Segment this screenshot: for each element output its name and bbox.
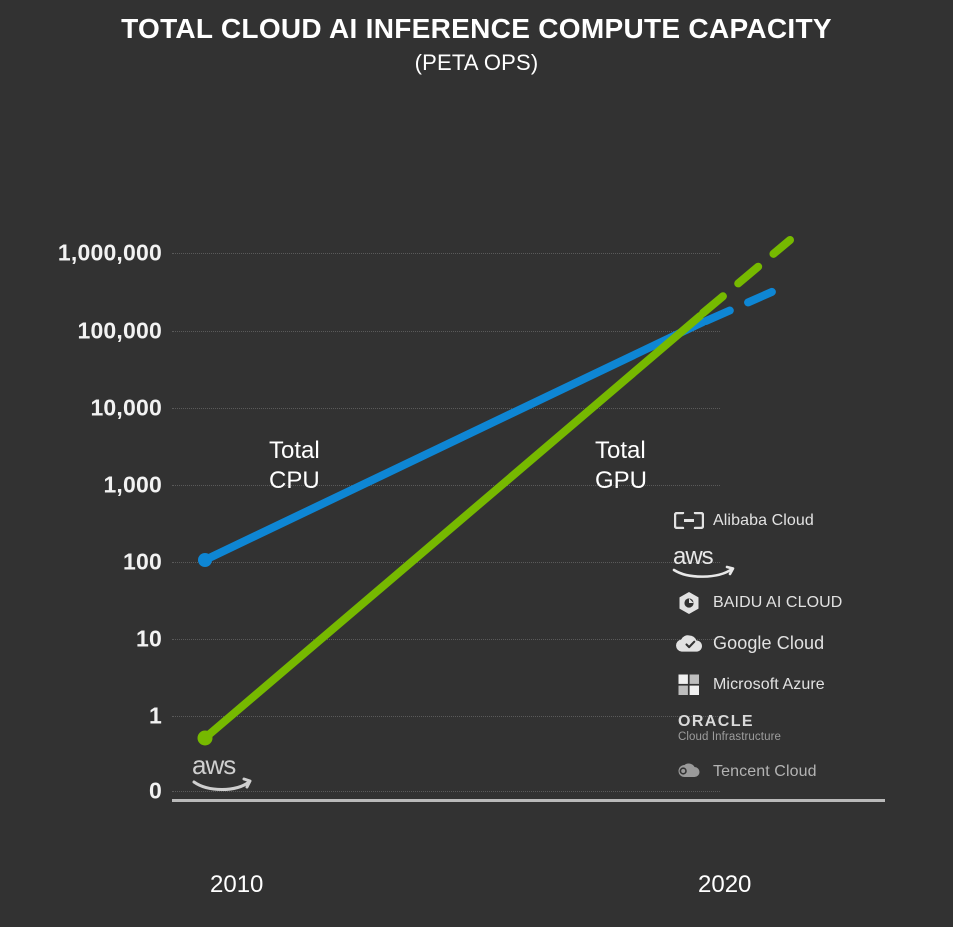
legend-item-alibaba: Alibaba Cloud	[672, 500, 942, 541]
page-subtitle: (PETA OPS)	[414, 50, 539, 75]
x-axis-line	[172, 799, 885, 802]
gridline-10	[172, 639, 720, 640]
x-tick-2020-year: 2020	[698, 871, 752, 898]
gpu-line-projection	[699, 236, 794, 317]
cpu-start-marker	[198, 553, 212, 567]
y-tick-100: 100	[123, 548, 162, 575]
legend-label-oracle: ORACLE	[678, 712, 754, 730]
gridline-0	[172, 791, 720, 792]
y-tick-1: 1	[149, 702, 162, 729]
gpu-start-marker	[197, 730, 213, 746]
cloud-provider-legend: Alibaba Cloud aws	[672, 500, 942, 792]
legend-label-google: Google Cloud	[713, 633, 825, 653]
gpu-line-solid	[201, 312, 704, 742]
y-axis-labels: 1,000,000 100,000 10,000 1,000 100 10 1 …	[0, 0, 162, 927]
legend-sublabel-oracle: Cloud Infrastructure	[678, 730, 781, 743]
series-label-gpu: Total GPU	[595, 437, 648, 494]
legend-item-oracle: ORACLE Cloud Infrastructure	[672, 705, 942, 751]
x-tick-2010: 2010 NVIDIA M2050	[210, 835, 369, 927]
cpu-line-projection	[702, 283, 787, 325]
tencent-cloud-icon	[672, 759, 706, 785]
legend-item-azure: Microsoft Azure	[672, 664, 942, 705]
series-label-cpu: Total CPU	[269, 437, 320, 494]
microsoft-azure-icon	[672, 672, 706, 698]
y-tick-10: 10	[136, 625, 162, 652]
chart-title-block: TOTAL CLOUD AI INFERENCE COMPUTE CAPACIT…	[0, 10, 953, 78]
y-tick-100000: 100,000	[77, 317, 162, 344]
x-tick-2020: 2020 NVIDIA A100	[698, 835, 838, 927]
legend-item-tencent: Tencent Cloud	[672, 751, 942, 792]
page-title: TOTAL CLOUD AI INFERENCE COMPUTE CAPACIT…	[121, 13, 832, 44]
legend-item-google: Google Cloud	[672, 623, 942, 664]
gridline-1000000	[172, 253, 720, 254]
gridline-100000	[172, 331, 720, 332]
legend-item-baidu: BAIDU AI CLOUD	[672, 582, 942, 623]
legend-label-alibaba: Alibaba Cloud	[713, 511, 814, 529]
aws-logo-axis: aws	[192, 750, 254, 799]
y-tick-1000: 1,000	[103, 471, 162, 498]
legend-item-aws: aws	[672, 541, 942, 582]
cpu-line-solid	[201, 318, 707, 564]
legend-label-tencent: Tencent Cloud	[713, 762, 817, 780]
aws-logo-icon: aws	[672, 543, 738, 579]
y-tick-10000: 10,000	[90, 394, 162, 421]
legend-label-baidu: BAIDU AI CLOUD	[713, 593, 843, 611]
y-tick-0: 0	[149, 777, 162, 804]
gridline-1000	[172, 485, 720, 486]
x-tick-2010-year: 2010	[210, 871, 264, 898]
baidu-cloud-icon	[672, 590, 706, 616]
aws-logo-icon: aws	[192, 750, 252, 791]
svg-text:aws: aws	[192, 752, 236, 780]
oracle-logo-icon: ORACLE Cloud Infrastructure	[678, 713, 781, 744]
gridline-100	[172, 562, 720, 563]
google-cloud-icon	[672, 631, 706, 657]
gridline-1	[172, 716, 720, 717]
y-tick-1000000: 1,000,000	[57, 239, 162, 266]
svg-text:aws: aws	[673, 545, 714, 570]
alibaba-cloud-icon	[672, 508, 706, 534]
gridline-10000	[172, 408, 720, 409]
legend-label-azure: Microsoft Azure	[713, 675, 825, 693]
